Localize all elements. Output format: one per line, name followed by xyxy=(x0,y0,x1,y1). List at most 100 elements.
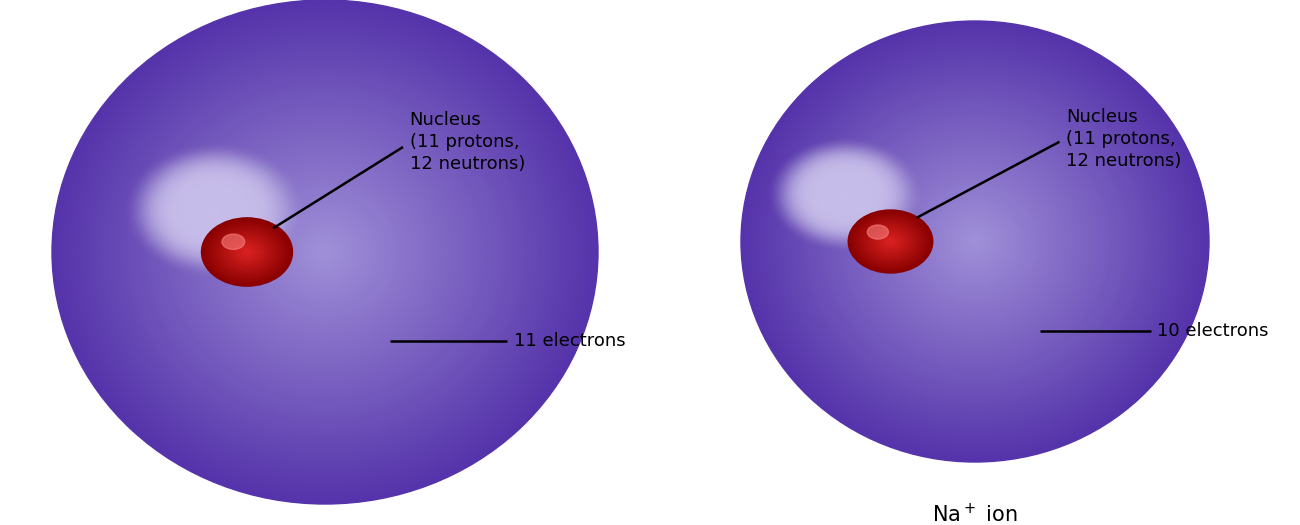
Ellipse shape xyxy=(196,196,233,224)
Ellipse shape xyxy=(884,156,1066,327)
Ellipse shape xyxy=(100,44,550,460)
Ellipse shape xyxy=(916,186,1034,297)
Ellipse shape xyxy=(192,129,458,375)
Ellipse shape xyxy=(221,233,273,271)
Ellipse shape xyxy=(209,224,285,280)
Ellipse shape xyxy=(321,249,329,255)
Ellipse shape xyxy=(809,167,883,222)
Ellipse shape xyxy=(827,181,863,207)
Ellipse shape xyxy=(243,176,407,328)
Ellipse shape xyxy=(863,136,1087,346)
Ellipse shape xyxy=(957,225,993,258)
Ellipse shape xyxy=(199,198,230,222)
Ellipse shape xyxy=(203,202,226,218)
Ellipse shape xyxy=(829,183,861,206)
Ellipse shape xyxy=(212,226,282,278)
Ellipse shape xyxy=(835,187,855,202)
Ellipse shape xyxy=(174,113,476,391)
Ellipse shape xyxy=(887,238,894,245)
Ellipse shape xyxy=(287,217,363,287)
Ellipse shape xyxy=(954,222,996,261)
Ellipse shape xyxy=(802,79,1148,404)
Ellipse shape xyxy=(194,195,235,225)
Ellipse shape xyxy=(181,184,248,236)
Ellipse shape xyxy=(755,35,1195,448)
Ellipse shape xyxy=(83,28,567,476)
Ellipse shape xyxy=(144,157,285,263)
Ellipse shape xyxy=(790,154,900,235)
Ellipse shape xyxy=(190,191,239,229)
Ellipse shape xyxy=(148,161,281,259)
Ellipse shape xyxy=(926,195,1024,288)
Ellipse shape xyxy=(963,230,987,253)
Ellipse shape xyxy=(816,92,1134,391)
Ellipse shape xyxy=(841,191,849,197)
Ellipse shape xyxy=(90,35,560,469)
Ellipse shape xyxy=(136,152,291,268)
Ellipse shape xyxy=(234,242,260,262)
Ellipse shape xyxy=(266,198,384,306)
Ellipse shape xyxy=(237,170,413,334)
Ellipse shape xyxy=(96,41,554,463)
Ellipse shape xyxy=(942,211,1008,272)
Ellipse shape xyxy=(155,94,495,410)
Ellipse shape xyxy=(940,208,1010,275)
Ellipse shape xyxy=(94,38,556,466)
Ellipse shape xyxy=(134,76,516,428)
Ellipse shape xyxy=(876,231,905,252)
Ellipse shape xyxy=(884,236,897,247)
Ellipse shape xyxy=(826,101,1124,382)
Ellipse shape xyxy=(850,211,931,272)
Ellipse shape xyxy=(213,227,281,277)
Ellipse shape xyxy=(855,215,926,268)
Ellipse shape xyxy=(879,151,1071,332)
Ellipse shape xyxy=(781,59,1167,423)
Ellipse shape xyxy=(888,239,893,244)
Text: Nucleus
(11 protons,
12 neutrons): Nucleus (11 protons, 12 neutrons) xyxy=(1066,108,1182,170)
Ellipse shape xyxy=(231,240,263,264)
Text: 10 electrons: 10 electrons xyxy=(1157,322,1269,340)
Ellipse shape xyxy=(810,168,880,220)
Ellipse shape xyxy=(861,134,1089,349)
Ellipse shape xyxy=(240,247,254,257)
Ellipse shape xyxy=(937,206,1013,277)
Ellipse shape xyxy=(785,62,1165,421)
Text: Nucleus
(11 protons,
12 neutrons): Nucleus (11 protons, 12 neutrons) xyxy=(410,111,525,173)
Ellipse shape xyxy=(230,239,264,265)
Ellipse shape xyxy=(226,236,268,268)
Ellipse shape xyxy=(176,181,254,239)
Ellipse shape xyxy=(239,173,411,331)
Ellipse shape xyxy=(896,167,1054,316)
Ellipse shape xyxy=(818,174,872,214)
Ellipse shape xyxy=(750,29,1200,454)
Ellipse shape xyxy=(238,245,256,259)
Ellipse shape xyxy=(298,227,352,277)
Ellipse shape xyxy=(949,217,1001,266)
Ellipse shape xyxy=(172,177,257,243)
Ellipse shape xyxy=(849,123,1101,360)
Ellipse shape xyxy=(229,238,265,266)
Ellipse shape xyxy=(133,149,296,271)
Ellipse shape xyxy=(235,243,259,261)
Ellipse shape xyxy=(169,176,260,244)
Ellipse shape xyxy=(283,214,367,290)
Ellipse shape xyxy=(237,244,257,260)
Ellipse shape xyxy=(829,104,1121,379)
Ellipse shape xyxy=(861,219,920,264)
Ellipse shape xyxy=(891,162,1060,321)
Ellipse shape xyxy=(220,154,430,350)
Ellipse shape xyxy=(820,96,1130,387)
Ellipse shape xyxy=(885,237,896,246)
Ellipse shape xyxy=(803,164,887,225)
Ellipse shape xyxy=(863,222,918,261)
Ellipse shape xyxy=(69,16,581,488)
Ellipse shape xyxy=(811,87,1139,396)
Ellipse shape xyxy=(853,126,1097,357)
Ellipse shape xyxy=(788,152,902,236)
Ellipse shape xyxy=(841,115,1109,369)
Ellipse shape xyxy=(905,175,1045,308)
Ellipse shape xyxy=(753,32,1197,451)
Ellipse shape xyxy=(784,150,905,239)
Ellipse shape xyxy=(135,150,294,270)
Ellipse shape xyxy=(871,227,910,256)
